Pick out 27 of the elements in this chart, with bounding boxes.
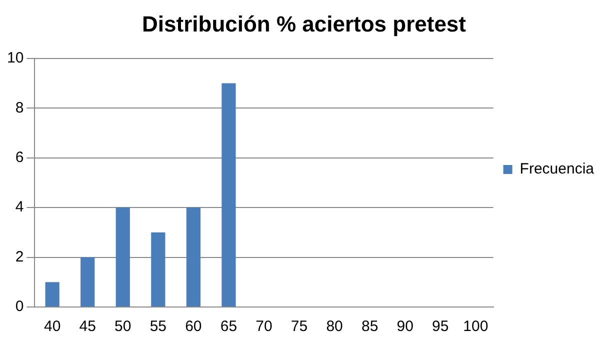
x-tick-label: 70 [256,318,272,336]
x-tick-label: 100 [463,318,488,336]
x-tick-label: 80 [326,318,343,336]
y-tick-label: 10 [6,50,24,67]
x-tick-label: 95 [432,318,449,336]
x-tick-label: 45 [79,318,96,336]
y-tick-label: 8 [15,99,24,116]
x-tick-label: 75 [290,318,308,336]
x-tick-label: 65 [220,318,238,336]
legend-label: Frecuencia [520,160,595,178]
bar [45,282,60,306]
x-tick-label: 50 [114,318,132,336]
bar [151,232,166,306]
x-tick-label: 85 [361,318,378,336]
bar [80,257,95,306]
x-tick-label: 90 [396,318,414,336]
x-tick-label: 55 [150,318,166,336]
chart-title: Distribución % aciertos pretest [142,11,467,36]
bar [116,208,130,306]
bar [186,208,200,306]
y-tick-label: 2 [15,248,24,266]
x-tick-label: 60 [185,318,202,336]
y-tick-label: 6 [15,148,24,166]
y-tick-label: 4 [15,198,24,216]
y-tick-label: 0 [15,298,24,316]
x-tick-label: 40 [44,318,61,336]
bar [222,83,236,306]
